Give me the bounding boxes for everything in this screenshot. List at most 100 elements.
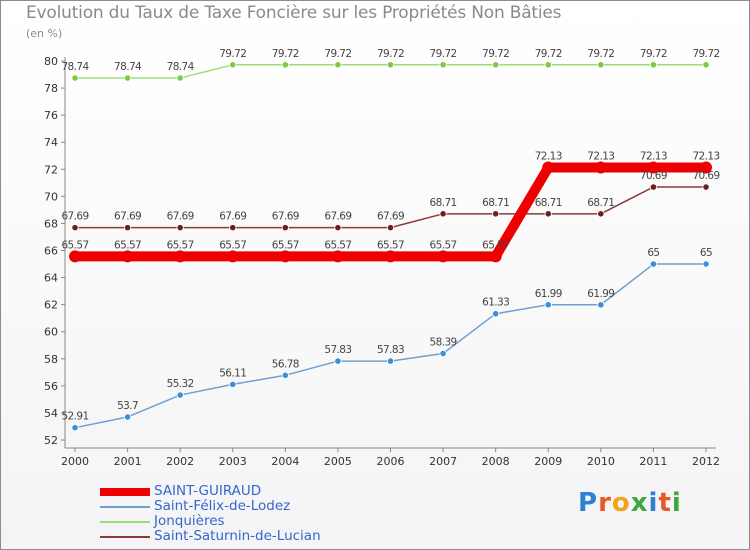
data-label: 79.72	[324, 48, 351, 60]
data-label: 79.72	[482, 48, 509, 60]
y-tick-label: 54	[44, 407, 58, 420]
data-point	[439, 210, 447, 218]
data-label: 67.69	[272, 211, 299, 223]
data-point	[386, 224, 395, 232]
y-tick-label: 58	[44, 353, 58, 366]
data-point	[649, 260, 658, 268]
data-point	[121, 250, 134, 263]
logo-letter: t	[658, 488, 672, 518]
data-point	[544, 61, 552, 69]
data-label: 53.7	[117, 400, 138, 412]
data-point	[597, 61, 605, 69]
data-point	[594, 161, 607, 174]
data-point	[700, 161, 712, 174]
x-tick-label: 2000	[61, 455, 89, 468]
data-point	[492, 310, 500, 318]
data-label: 65.57	[167, 239, 194, 251]
legend-swatch	[100, 488, 150, 496]
data-label: 67.69	[324, 211, 351, 223]
data-point	[176, 74, 184, 82]
x-tick-label: 2008	[482, 455, 510, 468]
data-label: 52.91	[61, 411, 88, 423]
data-point	[123, 74, 132, 82]
data-label: 58.39	[430, 337, 457, 349]
y-tick-label: 64	[44, 272, 58, 285]
data-point	[649, 183, 658, 191]
legend-label: Jonquières	[154, 513, 225, 529]
data-point	[334, 61, 342, 69]
x-tick-label: 2009	[534, 455, 562, 468]
data-point	[281, 61, 289, 69]
x-tick-label: 2005	[324, 455, 352, 468]
data-point	[489, 250, 502, 263]
logo-letter: r	[598, 488, 612, 518]
y-tick-label: 76	[44, 109, 58, 122]
data-label: 65.57	[219, 239, 246, 251]
data-label: 68.71	[587, 197, 614, 209]
data-point	[71, 424, 79, 432]
x-tick-label: 2012	[692, 455, 720, 468]
data-point	[386, 357, 395, 365]
y-tick-label: 62	[44, 299, 58, 312]
logo-letter: i	[671, 488, 682, 518]
data-point	[331, 250, 344, 263]
logo-letter: P	[578, 488, 599, 518]
x-tick-label: 2004	[271, 455, 299, 468]
data-point	[702, 183, 710, 191]
data-label: 78.74	[167, 61, 195, 73]
data-point	[437, 250, 450, 263]
legend-label: SAINT-GUIRAUD	[154, 483, 262, 499]
y-tick-label: 56	[44, 380, 58, 393]
legend-swatch	[100, 506, 150, 508]
data-label: 79.72	[640, 48, 667, 60]
data-label: 70.69	[640, 170, 667, 182]
legend-swatch	[100, 521, 150, 523]
data-label: 70.69	[692, 170, 719, 182]
data-label: 79.72	[587, 48, 614, 60]
data-point	[334, 357, 342, 365]
data-point	[279, 250, 292, 263]
data-point	[176, 224, 184, 232]
data-label: 65.57	[324, 239, 351, 251]
y-tick-label: 68	[44, 217, 58, 230]
data-point	[334, 224, 342, 232]
x-tick-label: 2006	[377, 455, 405, 468]
data-point	[123, 413, 132, 421]
data-label: 67.69	[377, 211, 404, 223]
data-point	[69, 250, 81, 263]
data-label: 65.57	[430, 239, 457, 251]
data-label: 78.74	[114, 61, 142, 73]
data-point	[649, 61, 658, 69]
data-point	[439, 61, 447, 69]
data-label: 67.69	[114, 211, 141, 223]
data-label: 79.72	[430, 48, 457, 60]
data-label: 72.13	[640, 151, 667, 163]
data-label: 56.11	[219, 367, 246, 379]
x-tick-label: 2002	[166, 455, 194, 468]
data-label: 65	[700, 247, 712, 259]
legend-label: Saint-Saturnin-de-Lucian	[154, 528, 321, 544]
y-unit-label: (en %)	[26, 27, 63, 40]
data-point	[597, 210, 605, 218]
chart-title: Evolution du Taux de Taxe Foncière sur l…	[26, 3, 562, 23]
data-label: 65.57	[272, 239, 299, 251]
data-point	[174, 250, 187, 263]
data-point	[544, 301, 552, 309]
legend-label: Saint-Félix-de-Lodez	[154, 498, 291, 514]
data-label: 57.83	[324, 344, 351, 356]
data-label: 56.78	[272, 358, 299, 370]
logo-letter: i	[648, 488, 659, 518]
data-label: 65.57	[482, 239, 509, 251]
data-point	[71, 74, 79, 82]
data-label: 67.69	[219, 211, 246, 223]
y-tick-label: 70	[44, 190, 58, 203]
data-point	[544, 210, 552, 218]
data-label: 68.71	[535, 197, 562, 209]
data-label: 72.13	[535, 151, 562, 163]
data-label: 68.71	[482, 197, 509, 209]
data-label: 55.32	[167, 378, 194, 390]
data-label: 61.99	[535, 288, 562, 300]
data-label: 72.13	[587, 151, 614, 163]
